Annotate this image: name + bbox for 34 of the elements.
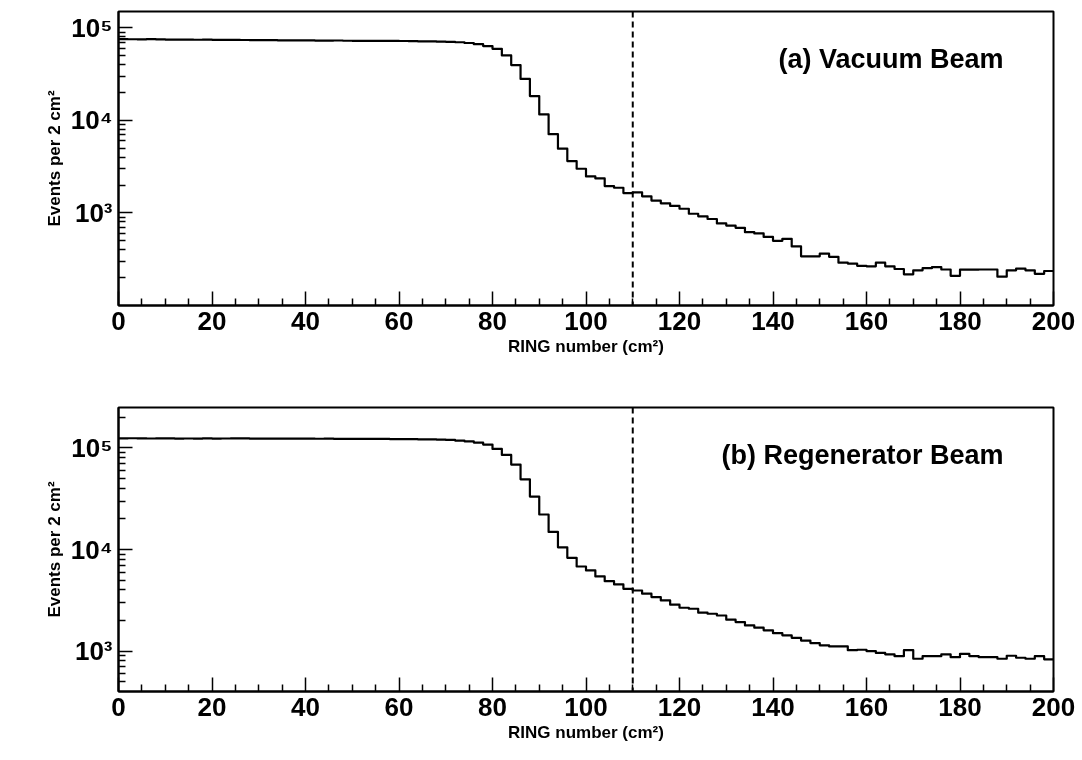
x-tick-label: 180 [938, 305, 982, 336]
x-tick-label: 80 [478, 691, 507, 722]
x-tick-label: 140 [751, 691, 795, 722]
y-tick-label: 10³ [74, 197, 113, 228]
x-tick-label: 100 [564, 305, 608, 336]
y-axis-title: Events per 2 cm² [44, 481, 64, 618]
x-tick-label: 200 [1031, 691, 1076, 722]
x-tick-label: 60 [384, 305, 414, 336]
x-tick-label: 20 [197, 305, 227, 336]
x-tick-label: 200 [1031, 305, 1076, 336]
y-tick-label: 10⁵ [71, 432, 113, 463]
x-tick-label: 0 [111, 691, 126, 722]
x-tick-label: 180 [938, 691, 982, 722]
x-tick-label: 120 [657, 305, 702, 336]
x-tick-label: 100 [564, 691, 608, 722]
x-axis-title: RING number (cm²) [508, 336, 664, 356]
x-tick-label: 0 [111, 305, 126, 336]
y-tick-label: 10³ [74, 636, 113, 667]
x-tick-label: 120 [657, 691, 702, 722]
y-tick-label: 10⁵ [71, 12, 113, 43]
x-tick-label: 40 [291, 691, 320, 722]
x-tick-label: 60 [384, 691, 414, 722]
x-tick-label: 140 [751, 305, 795, 336]
annotation: (a) Vacuum Beam [778, 43, 1004, 74]
y-tick-label: 10⁴ [70, 534, 113, 565]
x-tick-label: 80 [478, 305, 507, 336]
x-tick-label: 20 [197, 691, 227, 722]
annotation: (b) Regenerator Beam [721, 439, 1004, 470]
x-axis-title: RING number (cm²) [508, 722, 664, 742]
y-axis-title: Events per 2 cm² [44, 90, 64, 227]
y-tick-label: 10⁴ [70, 105, 113, 136]
x-tick-label: 40 [291, 305, 320, 336]
x-tick-label: 160 [844, 305, 889, 336]
x-tick-label: 160 [844, 691, 889, 722]
